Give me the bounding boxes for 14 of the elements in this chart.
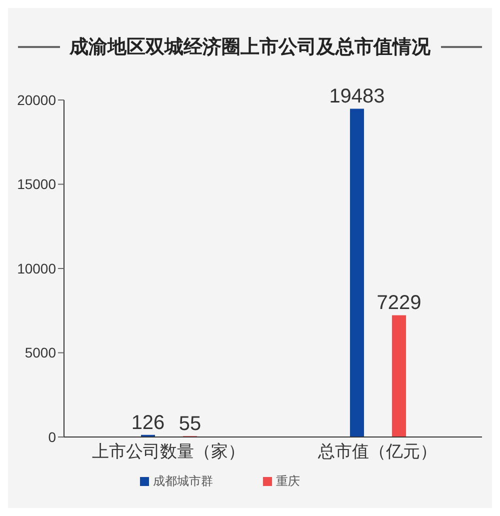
data-label: 7229 [376, 292, 422, 314]
x-tick-label: 总市值（亿元） [317, 442, 437, 462]
x-tick-label: 上市公司数量（家） [92, 442, 245, 462]
chart-title: 成渝地区双城经济圈上市公司及总市值情况 [70, 36, 430, 60]
y-tick-label: 15000 [17, 176, 56, 192]
data-label: 126 [131, 412, 165, 434]
legend-label: 成都城市群 [153, 474, 213, 488]
y-tick-label: 20000 [17, 92, 56, 108]
data-label: 55 [178, 413, 202, 436]
y-tick-label: 10000 [17, 260, 56, 276]
data-label: 19483 [329, 86, 385, 108]
legend-label: 重庆 [276, 474, 300, 488]
y-tick-label: 5000 [24, 344, 56, 361]
y-tick-label: 0 [48, 428, 56, 445]
